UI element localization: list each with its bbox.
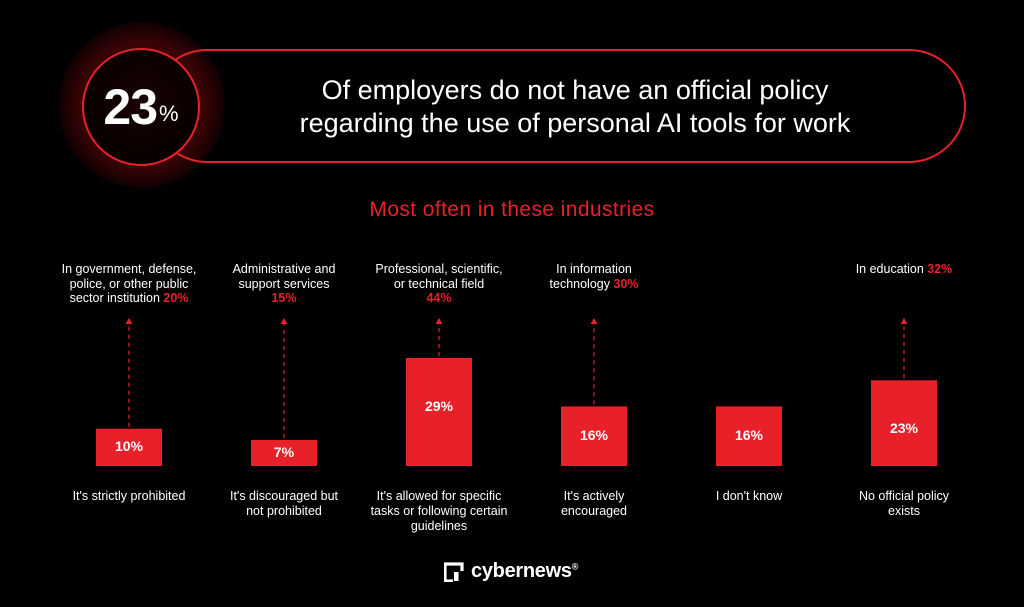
bar-4 — [561, 406, 627, 466]
industry-label: In education 32% — [855, 262, 953, 276]
bar-5 — [716, 406, 782, 466]
bar-6 — [871, 380, 937, 466]
bar-value-label: 7% — [273, 443, 295, 460]
stat-number: 23 — [103, 79, 158, 135]
category-label: It's strictly prohibited — [72, 489, 186, 503]
headline-line-2: regarding the use of personal AI tools f… — [299, 108, 851, 138]
headline-line-1: Of employers do not have an official pol… — [321, 75, 829, 105]
category-label: No official policy exists — [858, 489, 950, 518]
bar-2 — [251, 439, 317, 466]
industry-label: Professional, scientific, or technical fi… — [375, 262, 503, 305]
arrow-up-icon — [590, 318, 598, 324]
bar-value-label: 16% — [734, 427, 764, 444]
category-label: It's actively encouraged — [560, 489, 628, 518]
stat-unit: % — [159, 101, 179, 126]
industry-label: Administrative and support services 15% — [232, 262, 336, 305]
bar-3 — [406, 358, 472, 466]
arrow-up-icon — [280, 318, 288, 324]
industry-label: In information technology 30% — [549, 262, 639, 291]
category-label: It's discouraged but not prohibited — [229, 489, 338, 518]
arrow-up-icon — [435, 318, 443, 324]
bar-value-label: 16% — [579, 427, 609, 444]
bar-value-label: 23% — [889, 420, 919, 437]
bar-1 — [96, 428, 162, 466]
industry-label: In government, defense, police, or other … — [61, 262, 197, 305]
category-label: It's allowed for specific tasks or follow… — [370, 489, 508, 533]
brand-name: cybernews® — [471, 560, 579, 582]
arrow-up-icon — [900, 318, 908, 324]
headline-statement: Of employers do not have an official pol… — [250, 74, 900, 140]
cybernews-logo-icon — [444, 561, 464, 582]
arrow-up-icon — [125, 318, 133, 324]
category-label: I don't know — [715, 489, 783, 503]
chart-subtitle: Most often in these industries — [369, 198, 655, 221]
bar-value-label: 10% — [114, 438, 144, 455]
bar-value-label: 29% — [424, 398, 454, 414]
stat-badge: 23 % — [82, 48, 200, 166]
cybernews-logo: cybernews® — [444, 560, 578, 583]
